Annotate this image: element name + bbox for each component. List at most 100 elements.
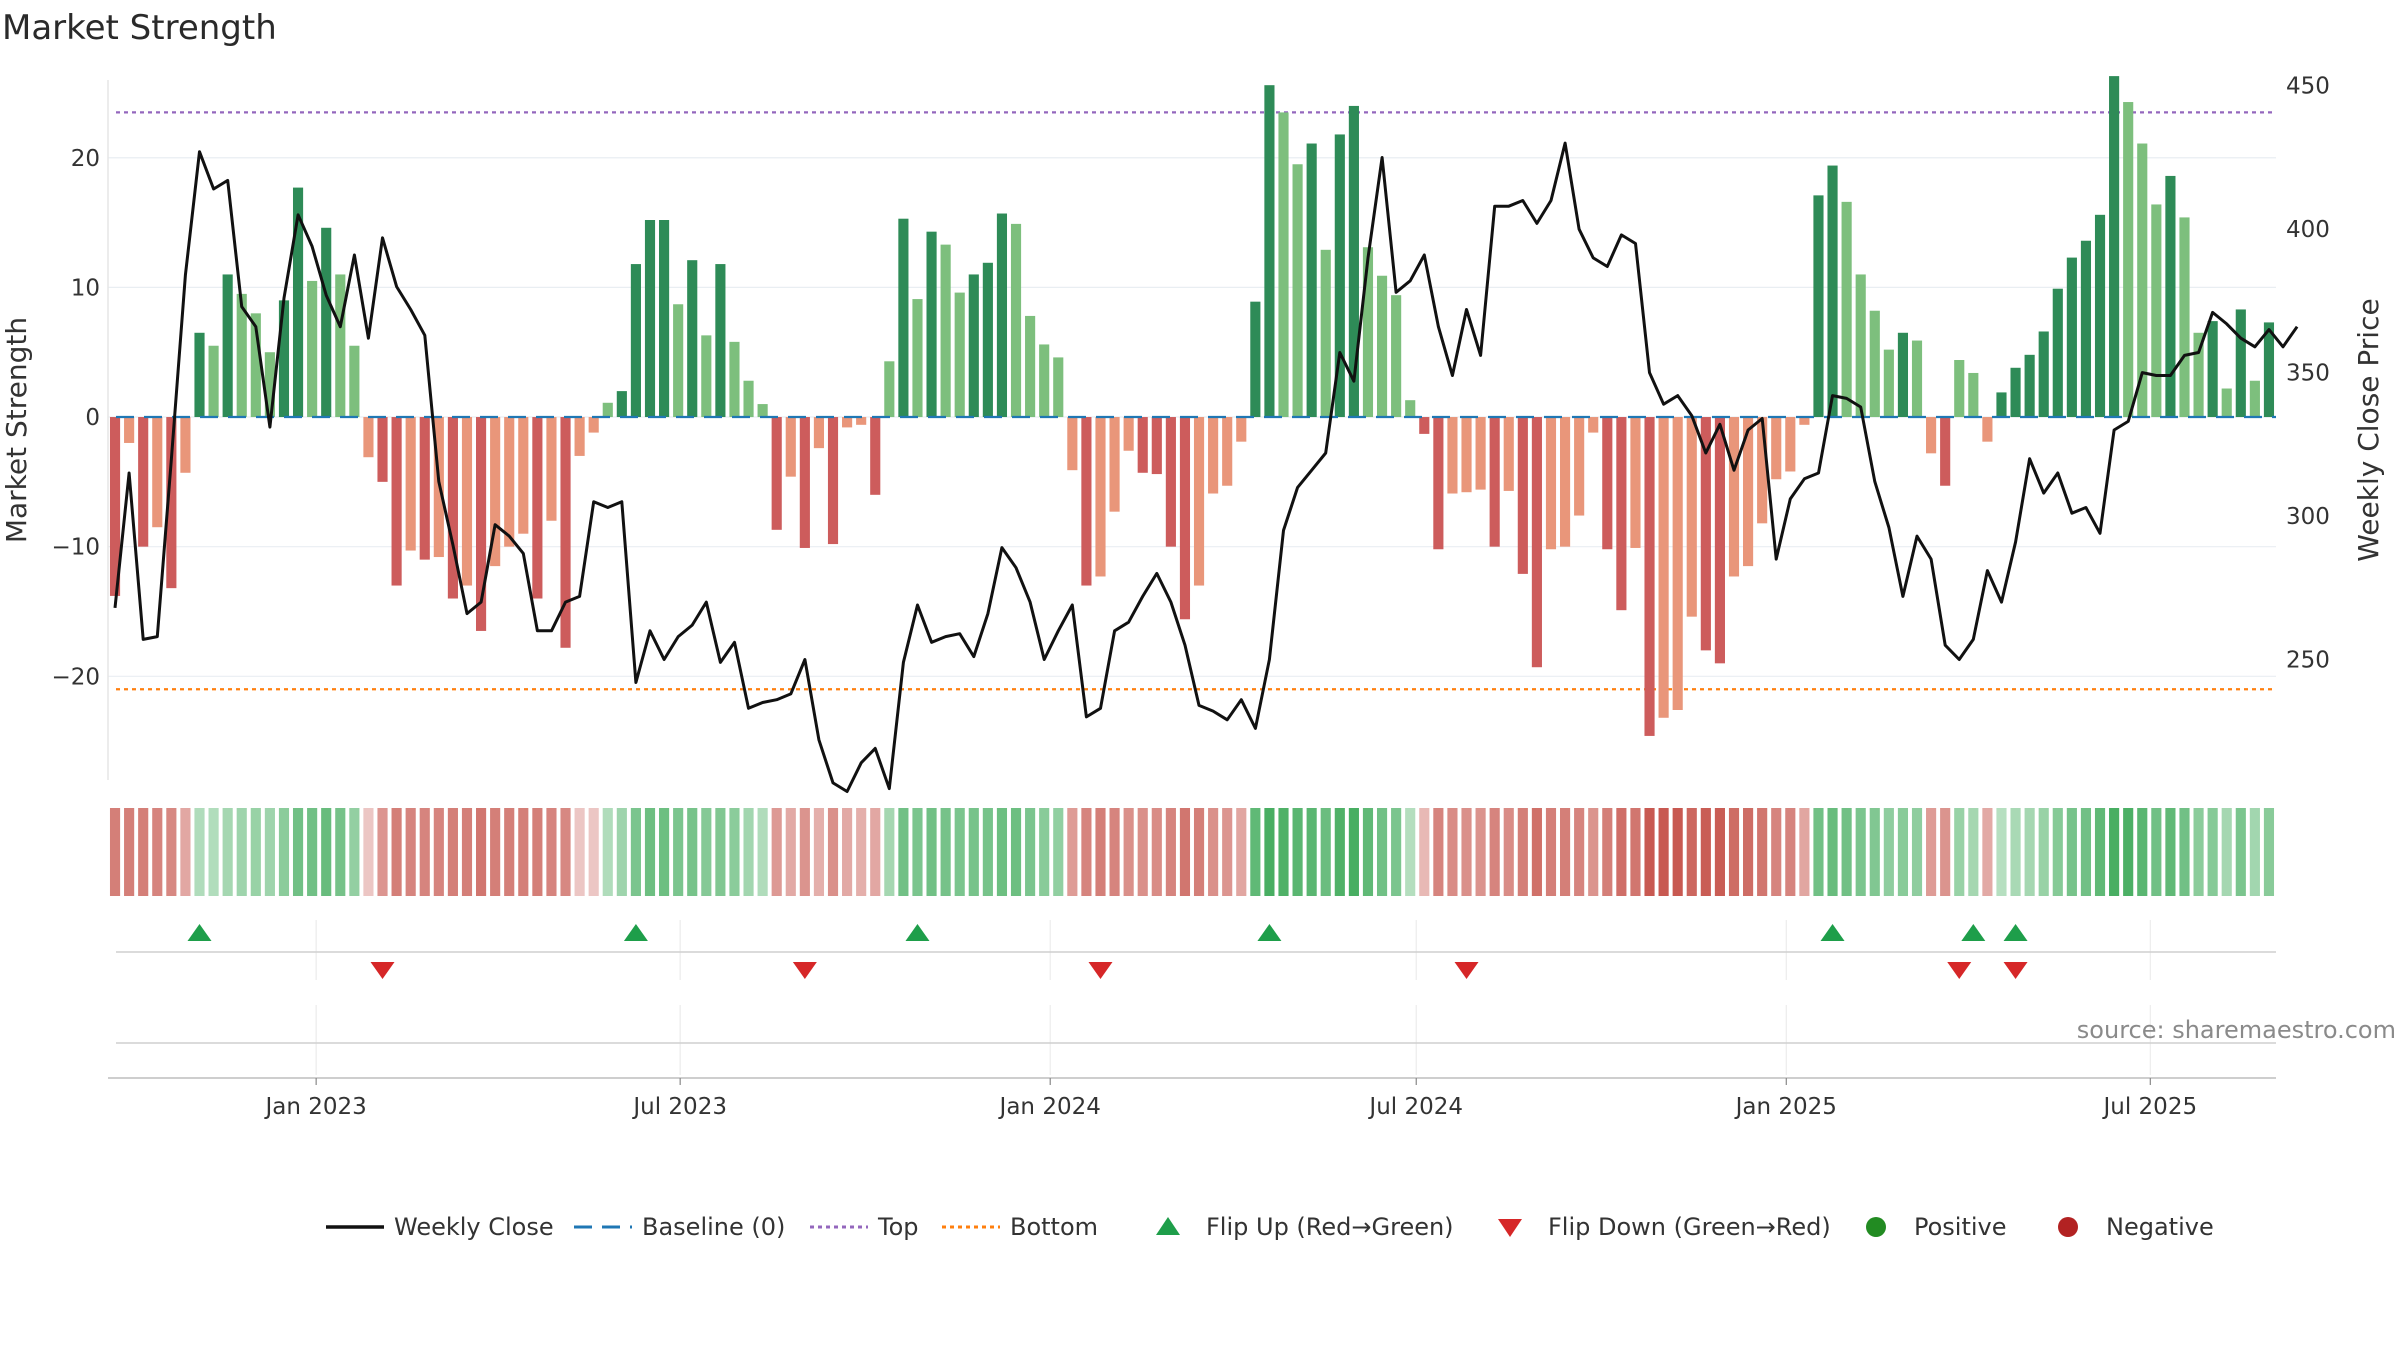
strength-bar bbox=[1658, 417, 1669, 718]
strength-bar bbox=[1137, 417, 1148, 473]
heat-cell bbox=[560, 808, 571, 896]
heat-cell bbox=[644, 808, 656, 896]
heat-cell bbox=[982, 808, 993, 896]
heat-cell bbox=[2263, 808, 2275, 896]
strength-bar bbox=[560, 417, 571, 648]
heat-cell bbox=[152, 808, 163, 896]
strength-bar bbox=[771, 417, 782, 530]
strength-bar bbox=[124, 417, 135, 443]
flip-up-marker bbox=[905, 924, 930, 941]
strength-bar bbox=[194, 332, 205, 418]
heat-cell bbox=[349, 808, 360, 896]
heat-cell bbox=[1940, 808, 1951, 896]
heat-cell bbox=[504, 808, 515, 896]
heat-cell bbox=[1306, 808, 1317, 896]
heat-cell bbox=[1630, 808, 1641, 896]
heat-cell bbox=[1222, 808, 1233, 896]
strength-bar bbox=[180, 417, 191, 473]
flip-down-marker bbox=[370, 962, 395, 979]
strength-bar bbox=[884, 361, 895, 418]
strength-bar bbox=[1109, 417, 1120, 512]
heat-cell bbox=[1419, 808, 1430, 896]
heat-cell bbox=[2179, 808, 2190, 896]
heat-cell bbox=[2094, 808, 2106, 896]
strength-bar bbox=[1391, 295, 1402, 418]
legend-label: Flip Up (Red→Green) bbox=[1206, 1213, 1454, 1241]
strength-bar bbox=[1433, 417, 1444, 550]
right-tick-label: 250 bbox=[2286, 648, 2330, 674]
heat-cell bbox=[2151, 808, 2162, 896]
heat-cell bbox=[1250, 808, 1261, 896]
strength-bar bbox=[1292, 164, 1303, 418]
flip-up-marker bbox=[2003, 924, 2028, 941]
legend-label: Negative bbox=[2106, 1213, 2214, 1241]
weekly-close-layer bbox=[113, 141, 2299, 793]
heat-cell bbox=[1714, 808, 1725, 896]
strength-bar bbox=[673, 304, 684, 418]
strength-bar bbox=[1039, 344, 1050, 418]
strength-bar bbox=[1588, 417, 1599, 433]
heat-cell bbox=[588, 808, 599, 896]
heat-cell bbox=[1278, 808, 1289, 896]
heat-cell bbox=[2165, 808, 2176, 896]
strength-bar bbox=[1602, 417, 1613, 550]
strength-bar bbox=[1827, 165, 1838, 418]
heat-cell bbox=[109, 808, 121, 896]
heat-cell bbox=[1728, 808, 1740, 896]
heat-cell bbox=[180, 808, 191, 896]
strength-bar bbox=[1644, 417, 1655, 736]
heat-cell bbox=[405, 808, 416, 896]
heat-cell bbox=[940, 808, 951, 896]
heat-cell bbox=[208, 808, 219, 896]
heat-cell bbox=[236, 808, 247, 896]
heat-cell bbox=[729, 808, 740, 896]
strength-bar bbox=[996, 213, 1008, 418]
flip-up-marker bbox=[623, 924, 648, 941]
heat-cell bbox=[1954, 808, 1965, 896]
heat-cell bbox=[278, 808, 290, 896]
heat-cell bbox=[546, 808, 557, 896]
strength-bar bbox=[1264, 85, 1275, 418]
strength-bar bbox=[2010, 367, 2021, 418]
strength-bar bbox=[518, 417, 529, 534]
heat-cell bbox=[518, 808, 529, 896]
heat-cell bbox=[1686, 808, 1697, 896]
heat-cell bbox=[2221, 808, 2232, 896]
strength-bar bbox=[236, 293, 247, 418]
strength-bar bbox=[1010, 223, 1022, 418]
strength-bar bbox=[1348, 105, 1359, 418]
strength-bar bbox=[715, 264, 726, 418]
heat-cell bbox=[870, 808, 881, 896]
strength-bar bbox=[490, 417, 501, 567]
strength-bar bbox=[2193, 332, 2204, 418]
strength-bar bbox=[1700, 417, 1711, 651]
x-tick-label: Jan 2023 bbox=[263, 1094, 366, 1120]
heat-cell bbox=[363, 808, 374, 896]
heat-cell bbox=[1743, 808, 1754, 896]
strength-bar bbox=[2038, 331, 2049, 418]
strength-bar bbox=[1630, 417, 1641, 548]
strength-bar bbox=[377, 417, 388, 482]
strength-bar bbox=[1447, 417, 1458, 494]
strength-bar bbox=[1743, 417, 1754, 567]
weekly-close-line bbox=[113, 141, 2299, 793]
heat-cell bbox=[1010, 808, 1022, 896]
grid-layer bbox=[108, 157, 2276, 1075]
heat-cell bbox=[1081, 808, 1092, 896]
strength-bars bbox=[109, 76, 2275, 736]
heat-cell bbox=[166, 808, 177, 896]
strength-bar bbox=[1686, 417, 1697, 617]
strength-bar bbox=[574, 417, 585, 456]
heat-cell bbox=[1503, 808, 1514, 896]
strength-bar bbox=[2235, 309, 2246, 418]
strength-bar bbox=[701, 335, 712, 418]
legend-swatch-negative bbox=[2058, 1217, 2078, 1237]
legend: Weekly Close Baseline (0) Top Bottom Flip Up… bbox=[326, 1213, 2214, 1241]
heat-cell bbox=[475, 808, 487, 896]
heat-cell bbox=[2109, 808, 2120, 896]
chart-title: Market Strength bbox=[2, 8, 277, 48]
strength-bar bbox=[912, 299, 923, 418]
heat-cell bbox=[602, 808, 613, 896]
legend-swatch-flip-up bbox=[1156, 1217, 1180, 1235]
